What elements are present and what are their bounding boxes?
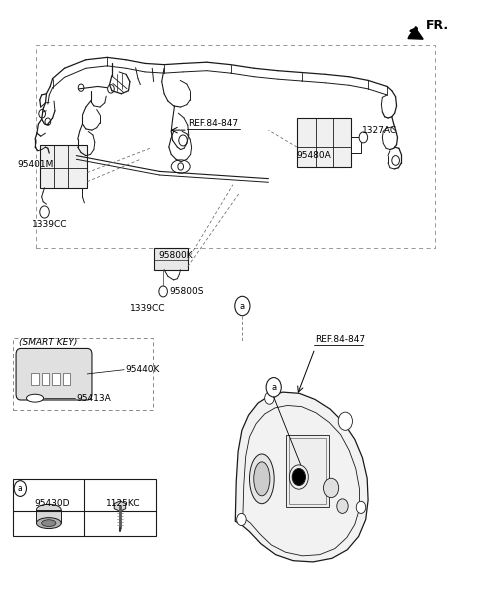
Text: 1339CC: 1339CC [130, 304, 166, 313]
Polygon shape [235, 392, 368, 562]
Text: REF.84-847: REF.84-847 [188, 119, 238, 129]
Bar [62, 373, 70, 385]
Ellipse shape [36, 504, 61, 515]
Bar [287, 435, 329, 507]
Circle shape [78, 84, 84, 91]
Bar [351, 138, 361, 153]
Text: (SMART KEY): (SMART KEY) [19, 338, 78, 347]
Bar [297, 118, 351, 166]
Circle shape [39, 110, 46, 118]
Circle shape [108, 84, 114, 93]
Circle shape [337, 499, 348, 513]
Circle shape [40, 206, 49, 218]
Bar [52, 373, 60, 385]
Bar [154, 248, 188, 270]
Text: 95800K: 95800K [158, 251, 193, 260]
Text: 1125KC: 1125KC [106, 499, 140, 509]
Circle shape [264, 392, 274, 405]
Text: 1327AC: 1327AC [362, 125, 397, 135]
Circle shape [356, 501, 366, 513]
Bar [40, 145, 87, 188]
Ellipse shape [254, 462, 270, 496]
Circle shape [179, 135, 187, 146]
Text: a: a [18, 484, 23, 493]
Circle shape [266, 378, 281, 397]
Text: a: a [240, 302, 245, 310]
Bar [289, 438, 326, 504]
Text: 95430D: 95430D [34, 499, 70, 509]
Text: 95800S: 95800S [170, 287, 204, 296]
Circle shape [338, 412, 352, 430]
Circle shape [292, 469, 305, 485]
Bar [42, 373, 49, 385]
Circle shape [235, 296, 250, 316]
Ellipse shape [250, 454, 274, 504]
Polygon shape [114, 501, 126, 511]
Bar [36, 45, 434, 248]
Bar [13, 479, 156, 537]
Circle shape [14, 480, 26, 496]
Text: a: a [271, 382, 276, 392]
Text: 95440K: 95440K [125, 365, 159, 374]
Bar [31, 373, 39, 385]
Circle shape [45, 118, 51, 125]
Circle shape [178, 163, 183, 170]
Circle shape [359, 132, 368, 143]
Circle shape [392, 155, 399, 165]
Text: 95401M: 95401M [17, 160, 53, 169]
Ellipse shape [171, 160, 190, 173]
FancyBboxPatch shape [16, 348, 92, 400]
Ellipse shape [42, 520, 56, 526]
Bar [13, 338, 153, 410]
Circle shape [237, 513, 246, 526]
Circle shape [159, 286, 168, 297]
Ellipse shape [26, 394, 44, 402]
Ellipse shape [36, 518, 61, 529]
Text: 95480A: 95480A [296, 151, 331, 160]
Text: REF.84-847: REF.84-847 [315, 335, 365, 344]
Text: 1339CC: 1339CC [32, 220, 68, 229]
Text: FR.: FR. [426, 19, 449, 32]
Circle shape [324, 478, 339, 498]
Text: 95413A: 95413A [76, 394, 111, 403]
Bar [36, 510, 61, 523]
Polygon shape [408, 26, 423, 39]
